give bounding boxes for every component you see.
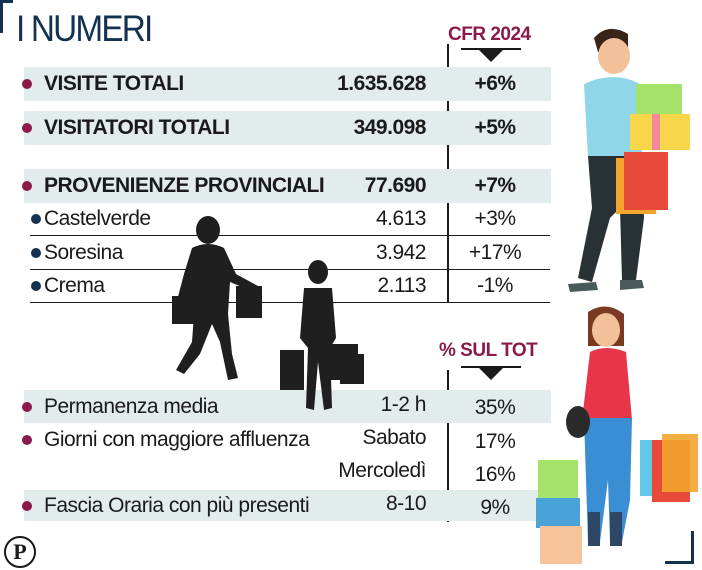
sub-row-cfr: +17% [468, 241, 522, 264]
sub-row-label: Soresina [44, 241, 123, 264]
bullet-dot [31, 281, 41, 291]
main-row-cfr: +5% [474, 116, 516, 139]
publisher-logo: P [4, 536, 36, 568]
stat-label: Fascia Oraria con più presenti [44, 494, 310, 517]
header-underline [461, 48, 521, 50]
row-band [24, 490, 551, 521]
woman-with-bags-icon [536, 306, 698, 564]
sub-row-label: Castelverde [44, 207, 151, 230]
down-arrow-icon [479, 368, 503, 380]
corner-frame-bottom-right [665, 531, 694, 564]
bullet-dot [22, 402, 32, 412]
page-title: I NUMERI [16, 8, 153, 49]
stat-value: Sabato [362, 426, 426, 449]
shopper-silhouette-icon [172, 216, 262, 380]
row-separator [30, 302, 550, 303]
sub-row-cfr: +3% [474, 207, 516, 230]
row-band [24, 67, 551, 101]
man-with-gifts-icon [568, 28, 690, 292]
main-row-cfr: +7% [474, 174, 516, 197]
header-sul-tot: % SUL TOT [439, 340, 538, 361]
stat-pct: 16% [474, 463, 516, 486]
stat-pct: 9% [480, 496, 510, 519]
stat-label: Giorni con maggiore affluenza [44, 428, 310, 451]
main-row-value: 1.635.628 [337, 72, 426, 95]
main-row-value: 77.690 [364, 174, 427, 197]
sub-row-value: 3.942 [375, 241, 427, 264]
sub-row-value: 2.113 [377, 274, 427, 297]
sub-row-label: Crema [44, 274, 105, 297]
bullet-dot [22, 435, 32, 445]
main-row-label: VISITE TOTALI [44, 72, 184, 95]
row-separator [30, 235, 550, 236]
down-arrow-icon [479, 50, 503, 62]
bullet-dot [31, 214, 41, 224]
column-divider [447, 370, 449, 522]
main-row-value: 349.098 [353, 116, 427, 139]
bullet-dot [22, 501, 32, 511]
sub-row-value: 4.613 [375, 207, 427, 230]
corner-frame-top-left [0, 0, 13, 33]
bullet-dot [31, 248, 41, 258]
stat-value: Mercoledì [338, 459, 426, 482]
bullet-dot [22, 79, 32, 89]
bullet-dot [22, 181, 32, 191]
main-row-label: PROVENIENZE PROVINCIALI [44, 174, 325, 197]
main-row-cfr: +6% [474, 72, 516, 95]
row-band [24, 111, 551, 145]
sub-row-cfr: -1% [477, 274, 513, 297]
header-cfr-2024: CFR 2024 [448, 24, 531, 45]
child-silhouette-icon [280, 260, 364, 410]
stat-value: 1-2 h [380, 393, 427, 416]
bullet-dot [22, 123, 32, 133]
row-separator [30, 269, 550, 270]
stat-pct: 17% [474, 430, 516, 453]
stat-value: 8-10 [385, 492, 427, 515]
row-band [24, 390, 551, 423]
row-band [24, 169, 551, 203]
header-underline [461, 366, 521, 368]
main-row-label: VISITATORI TOTALI [44, 116, 230, 139]
stat-pct: 35% [474, 396, 516, 419]
stat-label: Permanenza media [44, 395, 219, 418]
